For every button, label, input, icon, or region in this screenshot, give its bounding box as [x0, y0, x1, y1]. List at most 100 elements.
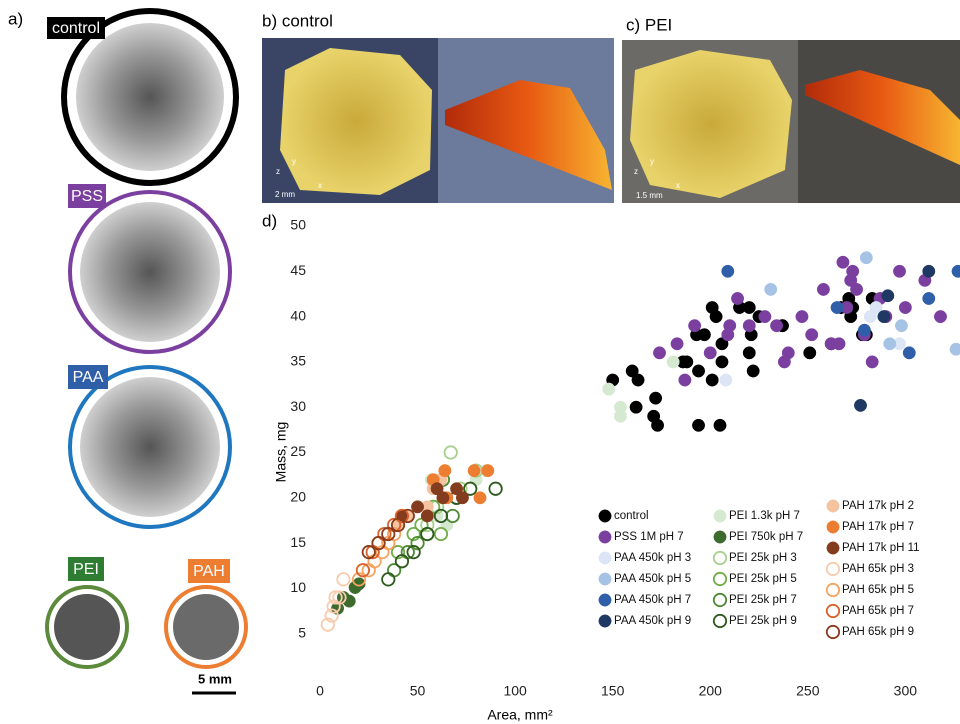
- legend-label: PEI 1.3k pH 7: [729, 510, 800, 522]
- point: [720, 374, 732, 386]
- point: [882, 290, 894, 302]
- y-tick-label: 35: [290, 353, 306, 369]
- point: [866, 356, 878, 368]
- x-tick-label: 200: [699, 683, 723, 699]
- legend-marker: [827, 542, 839, 554]
- point: [435, 528, 447, 540]
- point: [923, 265, 935, 277]
- legend-label: PEI 25k pH 5: [729, 573, 797, 585]
- point: [804, 347, 816, 359]
- point: [878, 310, 890, 322]
- panel-label: c) PEI: [626, 15, 672, 34]
- sample-paa: PAA: [68, 365, 230, 527]
- axis-letter: z: [634, 167, 638, 176]
- point: [363, 546, 375, 558]
- legend-label: PAA 450k pH 5: [614, 573, 691, 585]
- legend-marker: [714, 573, 726, 585]
- panel-label: d): [262, 211, 277, 230]
- point: [895, 319, 907, 331]
- point: [482, 464, 494, 476]
- axis-letter: x: [676, 181, 680, 190]
- legend-label: PEI 750k pH 7: [729, 531, 803, 543]
- point: [710, 310, 722, 322]
- legend-marker: [599, 531, 611, 543]
- legend-marker: [714, 594, 726, 606]
- legend-marker: [599, 552, 611, 564]
- y-tick-label: 5: [298, 624, 306, 640]
- point: [421, 528, 433, 540]
- point: [446, 510, 458, 522]
- point: [649, 392, 661, 404]
- axis-letter: y: [650, 157, 654, 166]
- y-axis-title: Mass, mg: [273, 422, 289, 483]
- point: [653, 347, 665, 359]
- point: [704, 347, 716, 359]
- legend-label: PEI 25k pH 3: [729, 552, 797, 564]
- point: [724, 319, 736, 331]
- panel-label: a): [8, 9, 23, 28]
- y-tick-label: 15: [290, 534, 306, 550]
- x-tick-label: 150: [601, 683, 625, 699]
- legend-label: PAA 450k pH 9: [614, 615, 691, 627]
- legend-label: PAH 17k pH 11: [842, 542, 920, 554]
- point: [858, 324, 870, 336]
- sample-label: PAA: [73, 369, 104, 386]
- legend-label: PSS 1M pH 7: [614, 531, 684, 543]
- point: [382, 573, 394, 585]
- point: [722, 265, 734, 277]
- figure: a) control PSS PAA PEI PAH 5 mm b) contr…: [0, 0, 960, 724]
- point: [651, 419, 663, 431]
- point: [782, 347, 794, 359]
- point: [439, 464, 451, 476]
- y-tick-label: 40: [290, 307, 306, 323]
- legend-label: PEI 25k pH 7: [729, 594, 797, 606]
- legend-marker: [827, 563, 839, 575]
- point: [407, 546, 419, 558]
- image-b: z y x 2 mm: [262, 38, 614, 203]
- point: [692, 365, 704, 377]
- point: [934, 310, 946, 322]
- legend-marker: [599, 573, 611, 585]
- legend-marker: [599, 594, 611, 606]
- legend-label: PEI 25k pH 9: [729, 615, 797, 627]
- legend-marker: [827, 605, 839, 617]
- point: [692, 419, 704, 431]
- y-tick-label: 50: [290, 217, 306, 233]
- point: [743, 347, 755, 359]
- point: [884, 338, 896, 350]
- sample-label: PAH: [193, 563, 225, 580]
- point: [952, 265, 960, 277]
- sample-label: PEI: [73, 561, 99, 578]
- sample-pei: PEI: [47, 557, 127, 667]
- point: [731, 292, 743, 304]
- point: [854, 399, 866, 411]
- point: [806, 329, 818, 341]
- point: [357, 564, 369, 576]
- sample-pss: PSS: [68, 184, 230, 352]
- axis-letter: y: [292, 157, 296, 166]
- point: [831, 301, 843, 313]
- point: [747, 365, 759, 377]
- y-tick-label: 10: [290, 579, 306, 595]
- legend-label: control: [614, 510, 649, 522]
- legend-marker: [827, 500, 839, 512]
- point: [337, 573, 349, 585]
- point: [716, 356, 728, 368]
- y-tick-label: 30: [290, 398, 306, 414]
- point: [679, 374, 691, 386]
- point: [770, 319, 782, 331]
- point: [923, 292, 935, 304]
- point: [489, 483, 501, 495]
- point: [837, 256, 849, 268]
- legend-marker: [599, 615, 611, 627]
- scale-bar-label: 5 mm: [198, 671, 232, 686]
- point: [411, 501, 423, 513]
- point: [474, 492, 486, 504]
- point: [630, 401, 642, 413]
- point: [846, 265, 858, 277]
- point: [765, 283, 777, 295]
- point: [468, 464, 480, 476]
- point: [796, 310, 808, 322]
- point: [632, 374, 644, 386]
